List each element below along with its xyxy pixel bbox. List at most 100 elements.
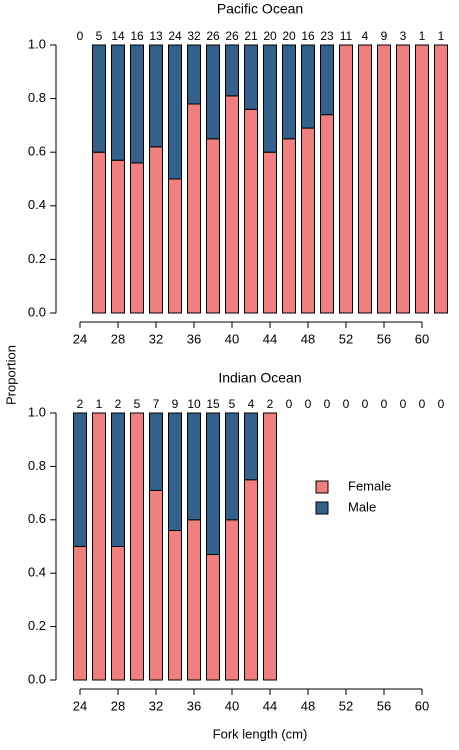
count-label: 20: [263, 29, 277, 43]
count-label: 0: [438, 397, 445, 411]
bar-segment: [168, 178, 182, 314]
count-label: 10: [187, 397, 201, 411]
count-label: 0: [400, 397, 407, 411]
bar-segment: [225, 412, 239, 521]
bar-segment: [187, 44, 201, 105]
bar-segment: [434, 44, 448, 314]
y-tick-label: 0.2: [28, 251, 46, 266]
count-label: 0: [381, 397, 388, 411]
x-tick-label: 44: [263, 331, 277, 346]
x-tick-label: 60: [415, 331, 429, 346]
bar-segment: [377, 44, 391, 314]
x-tick-label: 56: [377, 331, 391, 346]
y-tick-label: 0.8: [28, 458, 46, 473]
count-label: 5: [134, 397, 141, 411]
bar-segment: [358, 44, 372, 314]
bar-segment: [206, 44, 220, 140]
chart-title: Indian Ocean: [218, 370, 301, 386]
bar-segment: [263, 44, 277, 153]
x-tick-label: 60: [415, 698, 429, 713]
bar-segment: [149, 146, 163, 314]
x-tick-label: 36: [187, 331, 201, 346]
legend-swatch: [315, 501, 329, 515]
count-label: 13: [149, 29, 163, 43]
count-label: 14: [111, 29, 125, 43]
bar-segment: [225, 44, 239, 97]
bar-segment: [282, 138, 296, 314]
bar-segment: [225, 95, 239, 314]
x-tick-label: 48: [301, 698, 315, 713]
x-tick-label: 56: [377, 698, 391, 713]
y-axis-label: Proportion: [3, 345, 18, 405]
bar-segment: [73, 412, 87, 547]
bar-segment: [320, 114, 334, 314]
x-tick-label: 24: [73, 331, 87, 346]
y-tick-label: 0.0: [28, 671, 46, 686]
bar-segment: [301, 44, 315, 129]
x-tick-label: 24: [73, 698, 87, 713]
count-label: 2: [115, 397, 122, 411]
legend-swatch: [315, 480, 329, 494]
count-label: 16: [301, 29, 315, 43]
bar-segment: [111, 412, 125, 547]
count-label: 5: [96, 29, 103, 43]
count-label: 5: [229, 397, 236, 411]
count-label: 9: [172, 397, 179, 411]
y-tick-label: 0.6: [28, 144, 46, 159]
x-tick-label: 52: [339, 698, 353, 713]
count-label: 20: [282, 29, 296, 43]
bar-segment: [111, 546, 125, 681]
y-tick-label: 1.0: [28, 36, 46, 51]
bar-segment: [415, 44, 429, 314]
x-tick-label: 40: [225, 698, 239, 713]
bar-segment: [206, 138, 220, 314]
bar-segment: [187, 519, 201, 681]
count-label: 15: [206, 397, 220, 411]
count-label: 0: [362, 397, 369, 411]
bar-segment: [282, 44, 296, 140]
count-label: 4: [362, 29, 369, 43]
chart-title: Pacific Ocean: [217, 1, 303, 17]
bar-segment: [149, 489, 163, 681]
x-tick-label: 28: [111, 331, 125, 346]
bar-segment: [111, 44, 125, 161]
y-tick-label: 0.0: [28, 304, 46, 319]
x-tick-label: 40: [225, 331, 239, 346]
bar-segment: [168, 529, 182, 681]
x-tick-label: 36: [187, 698, 201, 713]
count-label: 11: [340, 29, 353, 43]
bar-segment: [92, 44, 106, 153]
bar-segment: [130, 44, 144, 164]
count-label: 26: [206, 29, 220, 43]
count-label: 9: [381, 29, 388, 43]
legend-label: Male: [348, 499, 376, 514]
count-label: 23: [320, 29, 334, 43]
count-label: 0: [305, 397, 312, 411]
x-tick-label: 32: [149, 331, 163, 346]
bar-segment: [92, 151, 106, 314]
y-tick-label: 0.4: [28, 565, 46, 580]
x-axis-label: Fork length (cm): [213, 726, 308, 741]
x-tick-label: 44: [263, 698, 277, 713]
bar-segment: [187, 412, 201, 521]
bar-segment: [263, 412, 277, 681]
y-tick-label: 0.6: [28, 511, 46, 526]
bar-segment: [320, 44, 334, 116]
count-label: 2: [267, 397, 274, 411]
bar-segment: [111, 159, 125, 314]
y-tick-label: 0.8: [28, 90, 46, 105]
count-label: 1: [419, 29, 426, 43]
x-tick-label: 32: [149, 698, 163, 713]
y-tick-label: 0.2: [28, 618, 46, 633]
count-label: 24: [168, 29, 182, 43]
bar-segment: [130, 412, 144, 681]
bar-segment: [168, 412, 182, 531]
x-tick-label: 48: [301, 331, 315, 346]
count-label: 16: [130, 29, 144, 43]
bar-segment: [206, 554, 220, 681]
y-tick-label: 1.0: [28, 404, 46, 419]
bar-segment: [244, 479, 258, 681]
count-label: 1: [438, 29, 445, 43]
bar-segment: [130, 162, 144, 314]
